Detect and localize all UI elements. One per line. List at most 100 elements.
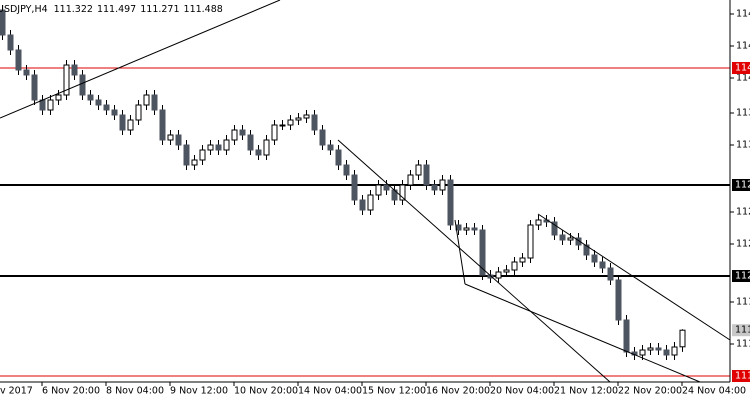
chart-title: USDJPY,H4 111.322 111.497 111.271 111.488 — [0, 4, 223, 15]
candle-body — [15, 49, 22, 71]
candle-body — [199, 149, 206, 161]
candle-body — [623, 319, 630, 353]
candle-body — [255, 149, 262, 156]
y-tick-label: 114.650 — [736, 9, 750, 20]
candle-body — [279, 124, 286, 127]
x-tick-label: 10 Nov 20:00 — [234, 386, 298, 397]
candle-body — [191, 159, 198, 166]
candle-body — [495, 271, 502, 279]
candle-body — [615, 279, 622, 321]
candle-body — [23, 69, 30, 76]
candle-body — [311, 114, 318, 131]
candle-body — [231, 129, 238, 141]
level-box — [732, 62, 750, 74]
close-value: 111.488 — [184, 4, 223, 15]
y-tick-label: 113.660 — [736, 108, 750, 119]
trend-lines — [0, 0, 731, 383]
x-tick-label: 14 Nov 04:00 — [298, 386, 362, 397]
level-box — [732, 179, 750, 191]
level-box — [732, 270, 750, 282]
candle-body — [143, 94, 150, 106]
trend-line — [464, 283, 701, 383]
candle-body — [0, 9, 6, 36]
current-price-box — [732, 324, 750, 337]
y-tick-label: 113.340 — [736, 140, 750, 151]
candle-body — [87, 94, 94, 101]
current-price-label: 111.488 — [735, 325, 750, 336]
candle-body — [151, 94, 158, 111]
trend-line — [0, 0, 281, 119]
candle-body — [159, 109, 166, 141]
candle-body — [135, 104, 142, 121]
x-tick-label: 16 Nov 20:00 — [426, 386, 490, 397]
candle-body — [215, 144, 222, 151]
candle-body — [167, 134, 174, 141]
candle-body — [39, 99, 46, 111]
candle-body — [663, 349, 670, 356]
candle-body — [7, 34, 14, 51]
candle-body — [511, 261, 518, 271]
candle-body — [119, 114, 126, 131]
candle-body — [535, 219, 542, 226]
candle-body — [207, 144, 214, 151]
candle-body — [31, 74, 38, 101]
candle-body — [103, 104, 110, 111]
trend-line — [337, 139, 611, 383]
y-tick-label: 112.350 — [736, 239, 750, 250]
x-tick-label: 22 Nov 20:00 — [618, 386, 682, 397]
candle-body — [247, 134, 254, 151]
low-value: 111.271 — [140, 4, 179, 15]
level-label: 112.030 — [735, 271, 750, 282]
candle-body — [655, 347, 662, 351]
candle-body — [503, 269, 510, 273]
candle-body — [383, 184, 390, 191]
candle-body — [95, 99, 102, 106]
candle-body — [607, 267, 614, 281]
candle-body — [559, 234, 566, 241]
level-box — [732, 370, 750, 382]
candle-body — [471, 227, 478, 231]
symbol: USDJPY,H4 — [0, 4, 48, 15]
candle-body — [359, 199, 366, 211]
candle-body — [487, 274, 494, 279]
candle-body — [647, 347, 654, 351]
candle-body — [343, 164, 350, 176]
candle-body — [111, 109, 118, 116]
candle-body — [567, 237, 574, 241]
high-value: 111.497 — [97, 4, 136, 15]
candle-body — [271, 124, 278, 141]
candle-body — [415, 164, 422, 176]
x-tick-label: 24 Nov 04:00 — [682, 386, 746, 397]
candle-body — [287, 119, 294, 126]
candle-body — [407, 174, 414, 186]
open-value: 111.322 — [54, 4, 93, 15]
candle-body — [223, 139, 230, 151]
candle-body — [127, 119, 134, 131]
candle-body — [463, 227, 470, 231]
x-tick-label: 9 Nov 12:00 — [170, 386, 228, 397]
candle-body — [319, 129, 326, 146]
level-label: 114.110 — [735, 63, 750, 74]
candle-body — [399, 184, 406, 201]
candle-body — [367, 194, 374, 211]
candle-body — [183, 144, 190, 166]
candle-body — [527, 224, 534, 259]
candle-body — [519, 257, 526, 263]
candle-body — [591, 254, 598, 263]
candle-body — [71, 64, 78, 76]
candle-body — [327, 144, 334, 151]
candle-body — [431, 184, 438, 191]
x-tick-label: 15 Nov 12:00 — [362, 386, 426, 397]
x-tick-label: 21 Nov 12:00 — [554, 386, 618, 397]
y-tick-label: 111.770 — [736, 297, 750, 308]
candle-body — [375, 184, 382, 196]
candle-body — [55, 94, 62, 101]
candle-body — [351, 174, 358, 201]
candle-body — [239, 129, 246, 136]
candle-body — [295, 117, 302, 121]
candle-body — [47, 99, 54, 111]
x-tick-label: 6 Nov 20:00 — [42, 386, 100, 397]
trend-line — [454, 219, 466, 285]
